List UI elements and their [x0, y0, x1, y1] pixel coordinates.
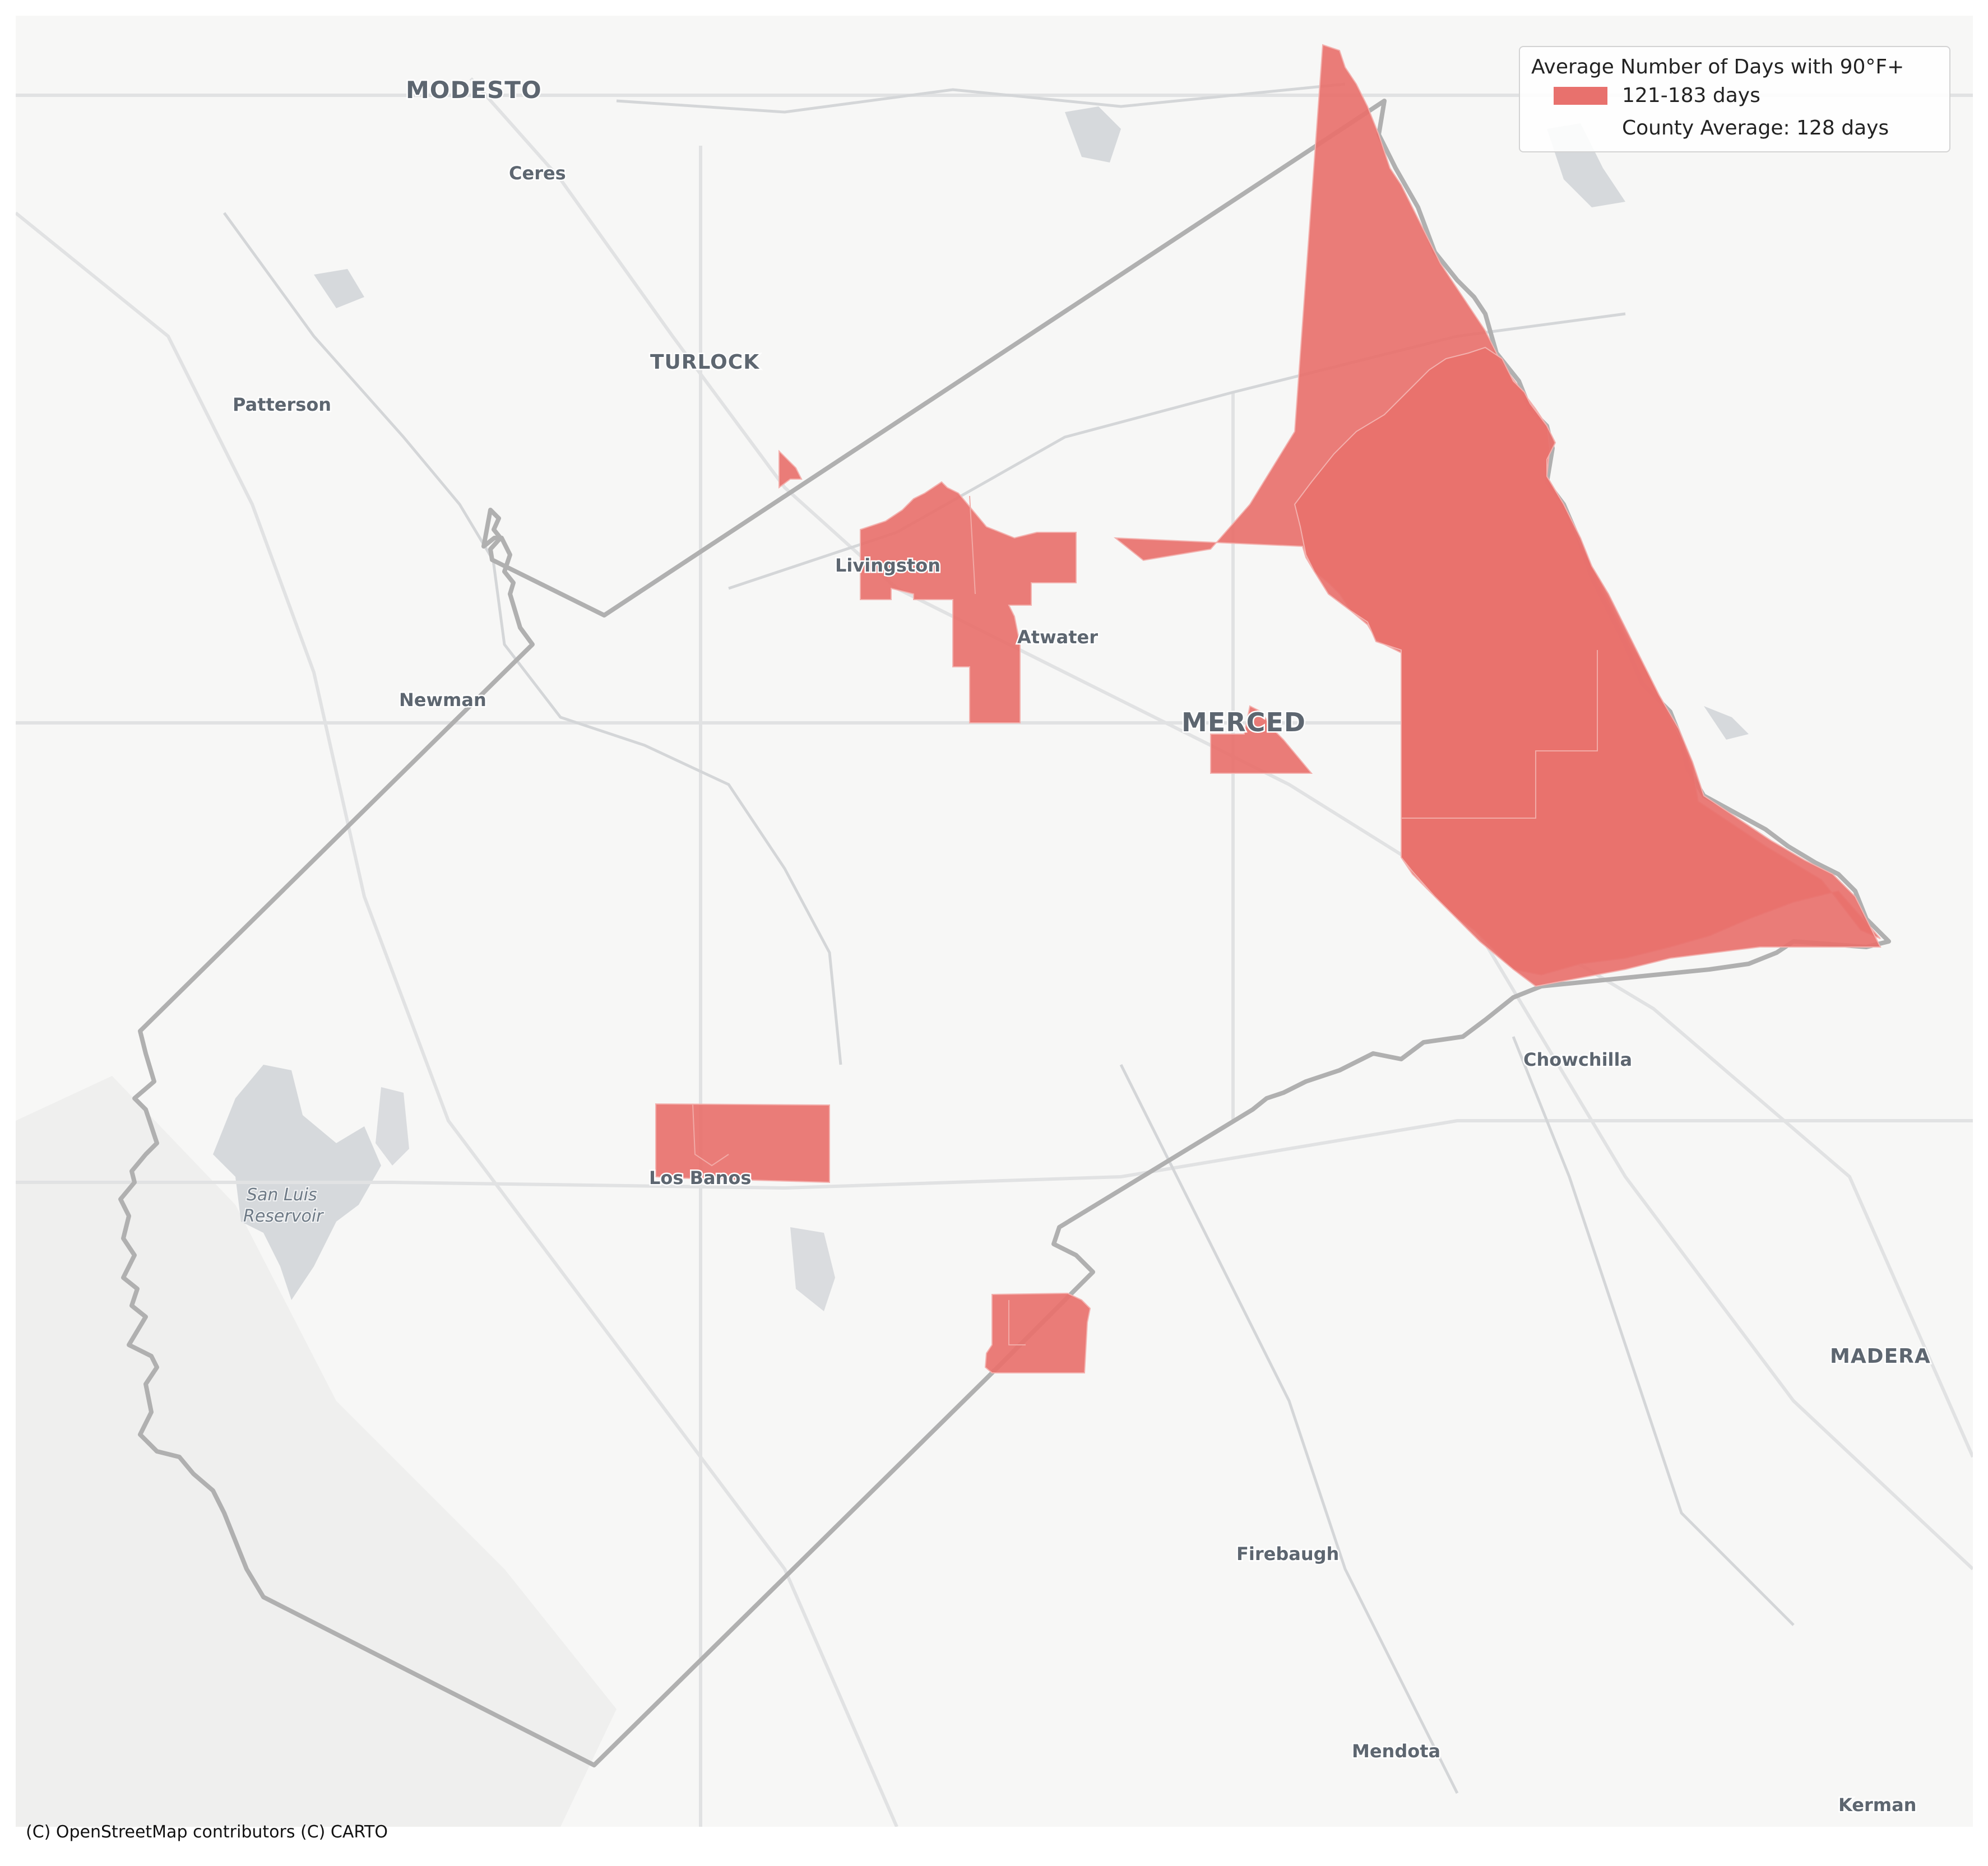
region-south [984, 1292, 1091, 1373]
map-attribution: (C) OpenStreetMap contributors (C) CARTO [26, 1822, 388, 1842]
label-mendota: Mendota [1352, 1740, 1440, 1762]
label-reservoir: Reservoir [243, 1206, 324, 1226]
label-kerman: Kerman [1838, 1794, 1916, 1816]
label-turlock: TURLOCK [650, 351, 759, 374]
region-merced [1210, 705, 1313, 774]
region-small-north [778, 449, 803, 489]
reservoir-small-1 [376, 1087, 409, 1166]
label-san-luis: San Luis [247, 1185, 317, 1205]
terrain-hills [16, 1076, 617, 1827]
region-east-main [1294, 346, 1882, 987]
map-frame[interactable]: MODESTO TURLOCK MERCED MADERA Ceres Patt… [16, 16, 1973, 1827]
label-merced: MERCED [1181, 707, 1306, 737]
lake-modesto-west [314, 269, 364, 308]
water-labels: San Luis Reservoir [242, 1184, 325, 1227]
label-los-banos: Los Banos [649, 1167, 751, 1189]
label-newman: Newman [399, 689, 486, 711]
label-chowchilla: Chowchilla [1523, 1049, 1632, 1070]
region-los-banos [655, 1103, 830, 1183]
map-legend: Average Number of Days with 90°F+ 121-18… [1519, 46, 1950, 152]
lake-north-1 [1065, 106, 1121, 163]
place-labels-major: MODESTO TURLOCK MERCED MADERA [405, 75, 1932, 1370]
label-atwater: Atwater [1017, 626, 1098, 648]
legend-item-category: 121-183 days [1531, 80, 1938, 112]
region-livingston [860, 481, 1077, 723]
ponds-merced-east [1704, 706, 1749, 740]
label-firebaugh: Firebaugh [1236, 1543, 1339, 1565]
label-modesto: MODESTO [406, 76, 542, 104]
label-madera: MADERA [1830, 1345, 1931, 1368]
legend-item-average: County Average: 128 days [1531, 112, 1938, 145]
region-inner-borders [692, 495, 1598, 1345]
label-ceres: Ceres [509, 163, 566, 184]
legend-title: Average Number of Days with 90°F+ [1531, 55, 1904, 78]
place-labels-minor: Ceres Patterson Livingston Atwater Newma… [231, 161, 1918, 1817]
heat-regions [655, 44, 1882, 1373]
map-canvas[interactable]: MODESTO TURLOCK MERCED MADERA Ceres Patt… [16, 16, 1973, 1827]
legend-blank-swatch [1554, 119, 1607, 137]
label-patterson: Patterson [233, 394, 331, 415]
legend-county-average: County Average: 128 days [1622, 117, 1889, 140]
legend-category-label: 121-183 days [1622, 84, 1760, 107]
ponds-south [790, 1227, 835, 1311]
legend-swatch [1554, 87, 1607, 105]
label-livingston: Livingston [835, 555, 940, 576]
